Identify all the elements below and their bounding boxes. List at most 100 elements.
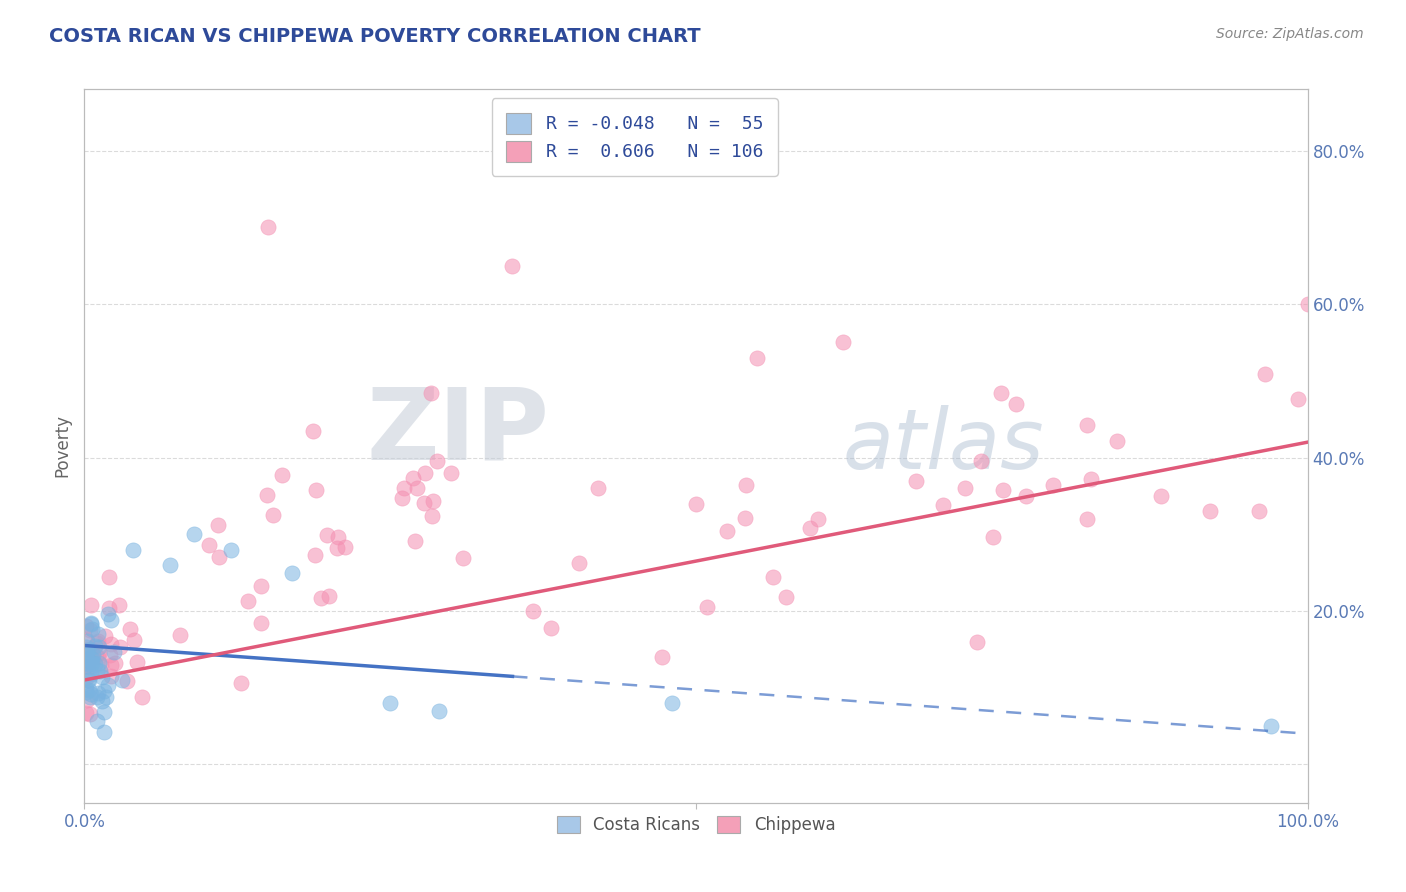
Point bbox=[100, 658, 122, 673]
Point bbox=[685, 497, 707, 511]
Point bbox=[169, 628, 191, 642]
Point bbox=[696, 599, 718, 614]
Point bbox=[77, 673, 100, 687]
Point bbox=[79, 687, 101, 701]
Point bbox=[540, 621, 562, 635]
Point bbox=[1005, 397, 1028, 411]
Point bbox=[75, 645, 97, 659]
Point bbox=[420, 386, 443, 401]
Point bbox=[87, 627, 110, 641]
Point bbox=[108, 640, 131, 654]
Point bbox=[1253, 368, 1275, 382]
Point bbox=[93, 705, 115, 719]
Point bbox=[831, 335, 853, 350]
Point bbox=[82, 648, 104, 662]
Point bbox=[108, 599, 131, 613]
Point bbox=[586, 481, 609, 495]
Point bbox=[281, 566, 304, 580]
Point bbox=[76, 670, 98, 684]
Point bbox=[735, 478, 758, 492]
Point bbox=[1080, 472, 1102, 486]
Point bbox=[422, 509, 444, 524]
Point bbox=[131, 690, 153, 705]
Point bbox=[236, 593, 259, 607]
Point bbox=[402, 471, 425, 485]
Point bbox=[197, 538, 219, 552]
Point bbox=[426, 453, 449, 467]
Point bbox=[100, 613, 122, 627]
Text: atlas: atlas bbox=[842, 406, 1045, 486]
Point bbox=[422, 493, 444, 508]
Point bbox=[86, 714, 108, 728]
Point bbox=[271, 467, 294, 482]
Point bbox=[301, 424, 323, 438]
Point bbox=[734, 511, 756, 525]
Point bbox=[76, 645, 98, 659]
Point bbox=[1107, 434, 1129, 448]
Point bbox=[392, 481, 415, 495]
Point bbox=[80, 622, 103, 636]
Point bbox=[115, 673, 138, 688]
Point bbox=[76, 656, 98, 670]
Point bbox=[120, 623, 142, 637]
Point bbox=[568, 556, 591, 570]
Point bbox=[77, 673, 100, 687]
Point bbox=[747, 351, 769, 365]
Point bbox=[90, 694, 112, 708]
Point bbox=[1286, 392, 1309, 406]
Point bbox=[304, 548, 326, 562]
Point bbox=[208, 549, 231, 564]
Point bbox=[807, 512, 830, 526]
Point bbox=[991, 483, 1014, 498]
Point bbox=[262, 508, 284, 522]
Point bbox=[93, 683, 115, 698]
Point bbox=[75, 657, 97, 671]
Point bbox=[76, 660, 98, 674]
Point bbox=[990, 386, 1012, 401]
Point bbox=[1260, 719, 1282, 733]
Point bbox=[94, 629, 117, 643]
Point bbox=[76, 693, 98, 707]
Point bbox=[87, 650, 110, 665]
Point bbox=[932, 498, 955, 512]
Point bbox=[77, 657, 100, 672]
Point bbox=[391, 491, 413, 505]
Point bbox=[75, 632, 97, 646]
Point bbox=[775, 590, 797, 604]
Point bbox=[91, 670, 114, 684]
Point bbox=[1150, 489, 1173, 503]
Point bbox=[229, 676, 252, 690]
Point bbox=[111, 673, 134, 687]
Point bbox=[159, 558, 181, 572]
Point bbox=[79, 642, 101, 657]
Point bbox=[98, 648, 121, 662]
Point bbox=[75, 659, 97, 673]
Point bbox=[84, 648, 107, 663]
Point bbox=[219, 542, 242, 557]
Point bbox=[1042, 478, 1064, 492]
Point bbox=[207, 517, 229, 532]
Point bbox=[75, 681, 97, 696]
Point bbox=[90, 658, 112, 673]
Point bbox=[84, 657, 107, 671]
Legend: Costa Ricans, Chippewa: Costa Ricans, Chippewa bbox=[550, 809, 842, 841]
Point bbox=[256, 488, 278, 502]
Point bbox=[75, 619, 97, 633]
Point bbox=[103, 645, 125, 659]
Point bbox=[1247, 504, 1270, 518]
Point bbox=[97, 570, 120, 584]
Point bbox=[87, 686, 110, 700]
Point bbox=[328, 531, 350, 545]
Point bbox=[98, 601, 121, 615]
Point bbox=[1076, 512, 1098, 526]
Point bbox=[905, 474, 928, 488]
Point bbox=[1296, 297, 1319, 311]
Point bbox=[1198, 504, 1220, 518]
Point bbox=[79, 623, 101, 637]
Point bbox=[77, 682, 100, 697]
Point bbox=[970, 454, 993, 468]
Point bbox=[522, 604, 544, 618]
Point bbox=[87, 646, 110, 660]
Point bbox=[1076, 417, 1098, 432]
Point bbox=[333, 540, 356, 554]
